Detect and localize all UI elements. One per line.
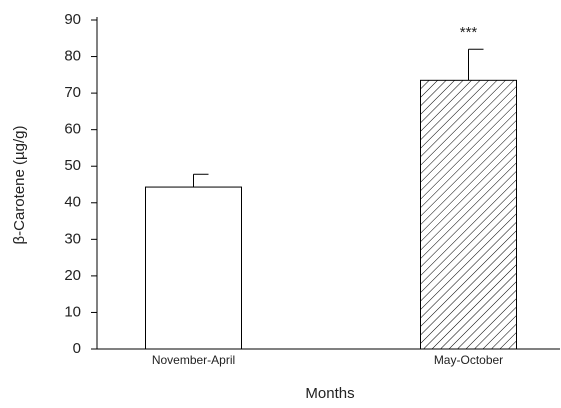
y-tick-label: 80 — [64, 48, 81, 65]
y-tick-label: 60 — [64, 121, 81, 138]
x-tick-label: May-October — [434, 353, 503, 367]
x-axis-title: Months — [305, 385, 354, 402]
y-tick-label: 30 — [64, 230, 81, 247]
y-tick-label: 40 — [64, 194, 81, 211]
bar — [420, 79, 517, 350]
y-axis-title: β-Carotene (µg/g) — [11, 126, 28, 245]
y-tick-label: 70 — [64, 84, 81, 101]
y-tick-label: 90 — [64, 11, 81, 28]
y-tick-label: 20 — [64, 267, 81, 284]
x-tick-label: November-April — [152, 353, 235, 367]
y-tick-label: 10 — [64, 303, 81, 320]
y-tick-label: 50 — [64, 157, 81, 174]
annotation: *** — [460, 24, 478, 41]
y-tick-label: 0 — [73, 340, 81, 357]
bar — [145, 186, 242, 350]
